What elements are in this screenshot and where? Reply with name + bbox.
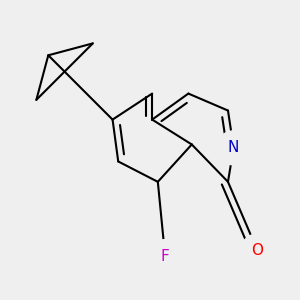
Text: F: F (161, 249, 170, 264)
Text: N: N (228, 140, 239, 155)
Circle shape (241, 234, 274, 268)
Circle shape (148, 240, 182, 274)
Circle shape (217, 131, 250, 165)
Text: O: O (252, 243, 264, 258)
